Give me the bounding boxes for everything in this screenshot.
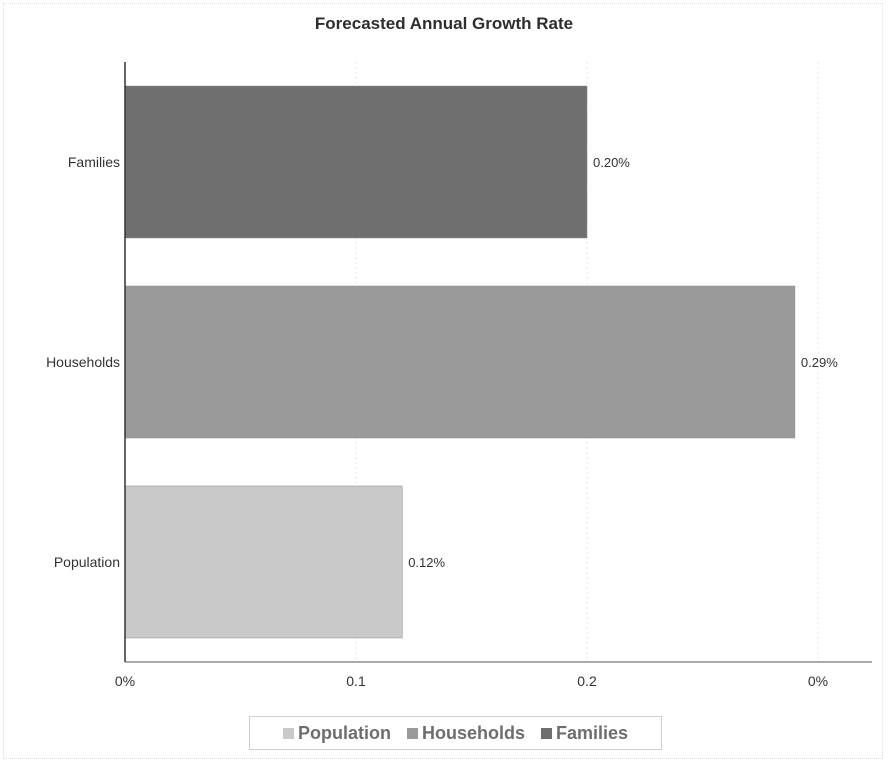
legend-item-families[interactable]: Families	[540, 722, 629, 744]
chart-legend: Population Households Families	[249, 716, 662, 750]
data-label: 0.12%	[408, 555, 445, 570]
bar-households	[124, 285, 796, 439]
legend-swatch-families	[540, 727, 552, 739]
chart-title: Forecasted Annual Growth Rate	[314, 14, 574, 33]
x-tick-label: 0.2	[577, 673, 597, 689]
legend-label-families: Families	[555, 722, 629, 743]
category-label: Population	[54, 554, 120, 570]
legend-swatch-population	[282, 727, 294, 739]
category-label: Households	[46, 354, 120, 370]
bar-families	[124, 85, 588, 239]
x-tick-label: 0%	[808, 673, 828, 689]
legend-item-population[interactable]: Population	[282, 722, 391, 744]
legend-swatch-households	[406, 727, 418, 739]
data-label: 0.29%	[801, 355, 838, 370]
x-tick-label: 0.1	[346, 673, 366, 689]
legend-label-households: Households	[421, 722, 525, 743]
bar-population	[124, 485, 403, 639]
x-tick-label: 0%	[115, 673, 135, 689]
data-label: 0.20%	[593, 155, 630, 170]
category-label: Families	[68, 154, 120, 170]
legend-label-population: Population	[297, 722, 391, 743]
legend-item-households[interactable]: Households	[406, 722, 525, 744]
chart-frame	[3, 3, 883, 759]
